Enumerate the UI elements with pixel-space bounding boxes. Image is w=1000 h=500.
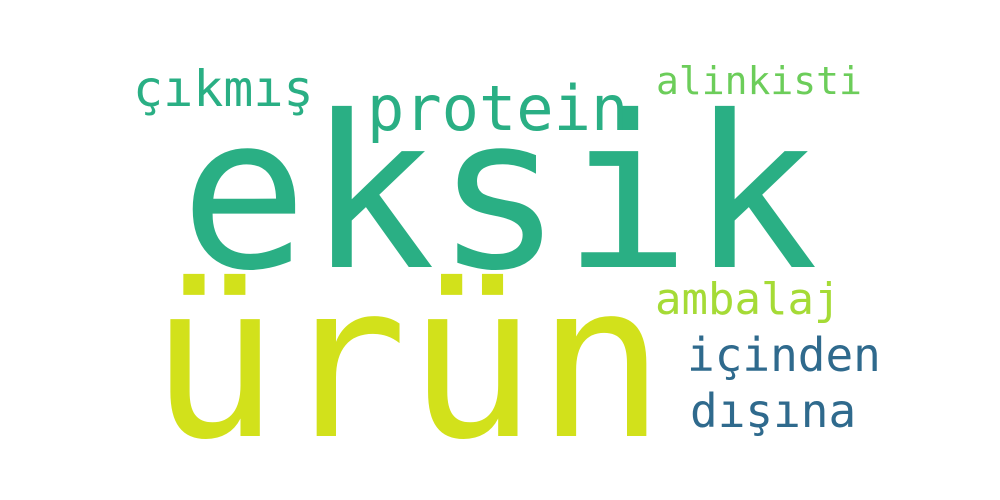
word-cikmis: çıkmış <box>133 60 314 118</box>
word-urun: ürün <box>150 238 666 487</box>
word-ambalaj: ambalaj <box>655 274 841 325</box>
word-eksik: eksik <box>180 70 819 317</box>
word-icinden: içinden <box>687 328 881 382</box>
word-protein: protein <box>367 72 629 145</box>
word-alinkisti: alinkisti <box>656 59 862 103</box>
word-disina: dışına <box>690 384 857 438</box>
